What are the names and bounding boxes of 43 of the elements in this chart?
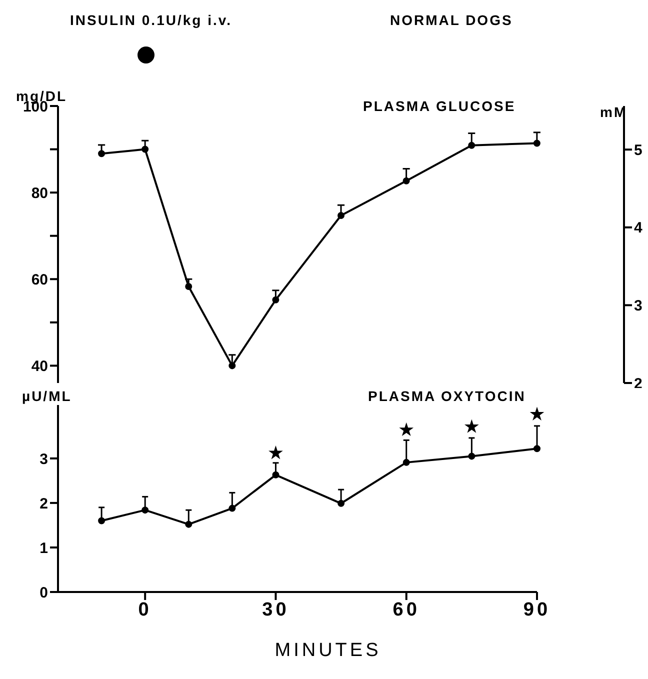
point <box>185 520 192 528</box>
y-tick-label: 3 <box>40 450 48 468</box>
x-axis-title: MINUTES <box>274 640 382 662</box>
y-tick-label: 0 <box>40 584 48 602</box>
y-tick-label: 80 <box>31 184 48 202</box>
y-tick-label: 40 <box>31 358 48 376</box>
x-tick-label: 30 <box>262 599 290 620</box>
point <box>185 282 192 290</box>
point <box>228 504 236 512</box>
point <box>142 146 149 153</box>
point <box>338 500 345 507</box>
point <box>98 517 106 524</box>
point <box>402 177 410 184</box>
point <box>142 506 149 514</box>
point <box>468 452 476 460</box>
point <box>399 422 414 436</box>
text: INSULIN 0.1U/kg i.v. <box>70 12 232 28</box>
point <box>533 140 540 147</box>
point <box>468 142 476 149</box>
chart-title: NORMAL DOGS <box>390 12 513 28</box>
y-tick-label: 1 <box>40 540 48 557</box>
point <box>272 296 280 304</box>
point <box>268 446 283 460</box>
y-tick-label: 60 <box>31 271 48 288</box>
point <box>228 362 236 370</box>
y2-tick-label: 5 <box>634 142 642 159</box>
y-tick-label: 2 <box>40 495 48 512</box>
point <box>338 212 344 219</box>
x-tick-label: 0 <box>138 599 152 620</box>
point <box>530 406 544 420</box>
point <box>98 150 106 158</box>
point <box>402 458 410 466</box>
x-tick-label: 90 <box>523 599 551 620</box>
y2-tick-label: 3 <box>634 298 642 315</box>
y2-tick-label: 2 <box>634 375 642 392</box>
text: PLASMA GLUCOSE <box>363 98 516 114</box>
text: PLASMA OXYTOCIN <box>368 388 526 404</box>
y2-tick-label: 4 <box>634 220 643 237</box>
y-axis-title: µU/ML <box>22 388 72 404</box>
point <box>272 471 280 478</box>
x-tick-label: 60 <box>392 599 420 620</box>
point <box>464 419 479 433</box>
point <box>534 445 540 452</box>
